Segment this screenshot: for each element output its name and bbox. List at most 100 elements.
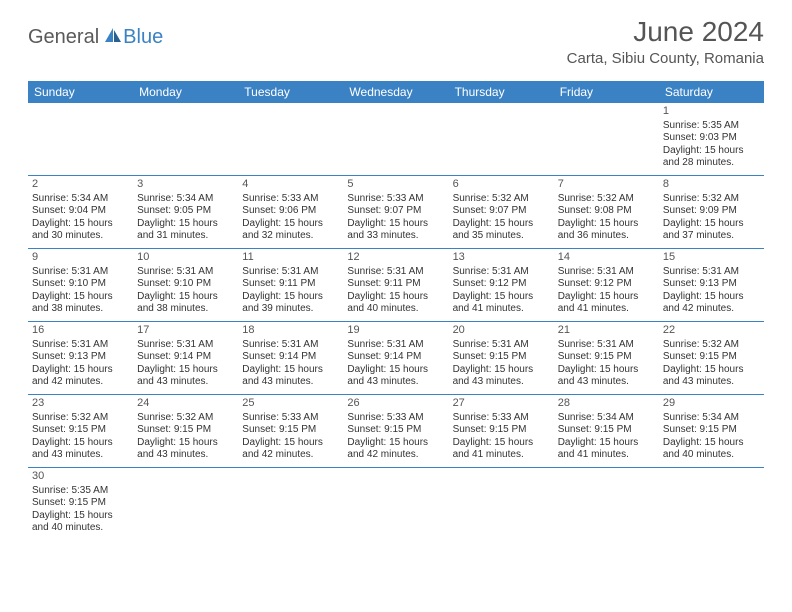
day-number: 29 bbox=[663, 397, 760, 411]
daylight-text: and 43 minutes. bbox=[453, 376, 550, 389]
daylight-text: and 37 minutes. bbox=[663, 230, 760, 243]
daylight-text: and 42 minutes. bbox=[347, 449, 444, 462]
day-number: 15 bbox=[663, 251, 760, 265]
sunset-text: Sunset: 9:15 PM bbox=[137, 424, 234, 437]
daylight-text: Daylight: 15 hours bbox=[558, 437, 655, 450]
day-header-saturday: Saturday bbox=[659, 81, 764, 103]
sunrise-text: Sunrise: 5:33 AM bbox=[242, 412, 339, 425]
sunset-text: Sunset: 9:14 PM bbox=[242, 351, 339, 364]
daylight-text: Daylight: 15 hours bbox=[663, 437, 760, 450]
day-header-wednesday: Wednesday bbox=[343, 81, 448, 103]
day-cell-13: 13Sunrise: 5:31 AMSunset: 9:12 PMDayligh… bbox=[449, 249, 554, 321]
day-cell-21: 21Sunrise: 5:31 AMSunset: 9:15 PMDayligh… bbox=[554, 322, 659, 394]
daylight-text: Daylight: 15 hours bbox=[32, 364, 129, 377]
daylight-text: Daylight: 15 hours bbox=[32, 218, 129, 231]
logo-sail-icon bbox=[103, 26, 123, 49]
day-number: 22 bbox=[663, 324, 760, 338]
daylight-text: and 38 minutes. bbox=[137, 303, 234, 316]
daylight-text: Daylight: 15 hours bbox=[137, 291, 234, 304]
day-cell-3: 3Sunrise: 5:34 AMSunset: 9:05 PMDaylight… bbox=[133, 176, 238, 248]
daylight-text: Daylight: 15 hours bbox=[453, 437, 550, 450]
daylight-text: Daylight: 15 hours bbox=[32, 437, 129, 450]
daylight-text: Daylight: 15 hours bbox=[663, 291, 760, 304]
sunset-text: Sunset: 9:15 PM bbox=[32, 497, 129, 510]
daylight-text: and 36 minutes. bbox=[558, 230, 655, 243]
sunset-text: Sunset: 9:05 PM bbox=[137, 205, 234, 218]
sunrise-text: Sunrise: 5:31 AM bbox=[242, 339, 339, 352]
daylight-text: Daylight: 15 hours bbox=[558, 218, 655, 231]
sunrise-text: Sunrise: 5:31 AM bbox=[558, 266, 655, 279]
empty-cell bbox=[133, 103, 238, 175]
day-number: 13 bbox=[453, 251, 550, 265]
daylight-text: Daylight: 15 hours bbox=[137, 218, 234, 231]
day-header-row: SundayMondayTuesdayWednesdayThursdayFrid… bbox=[28, 81, 764, 103]
sunset-text: Sunset: 9:15 PM bbox=[663, 424, 760, 437]
empty-cell bbox=[449, 468, 554, 540]
daylight-text: and 39 minutes. bbox=[242, 303, 339, 316]
daylight-text: Daylight: 15 hours bbox=[32, 291, 129, 304]
day-cell-29: 29Sunrise: 5:34 AMSunset: 9:15 PMDayligh… bbox=[659, 395, 764, 467]
day-cell-14: 14Sunrise: 5:31 AMSunset: 9:12 PMDayligh… bbox=[554, 249, 659, 321]
day-cell-2: 2Sunrise: 5:34 AMSunset: 9:04 PMDaylight… bbox=[28, 176, 133, 248]
day-cell-24: 24Sunrise: 5:32 AMSunset: 9:15 PMDayligh… bbox=[133, 395, 238, 467]
sunrise-text: Sunrise: 5:34 AM bbox=[137, 193, 234, 206]
day-cell-8: 8Sunrise: 5:32 AMSunset: 9:09 PMDaylight… bbox=[659, 176, 764, 248]
day-number: 4 bbox=[242, 178, 339, 192]
sunset-text: Sunset: 9:04 PM bbox=[32, 205, 129, 218]
day-header-thursday: Thursday bbox=[449, 81, 554, 103]
sunset-text: Sunset: 9:10 PM bbox=[32, 278, 129, 291]
sunrise-text: Sunrise: 5:32 AM bbox=[558, 193, 655, 206]
day-cell-4: 4Sunrise: 5:33 AMSunset: 9:06 PMDaylight… bbox=[238, 176, 343, 248]
day-number: 18 bbox=[242, 324, 339, 338]
daylight-text: and 43 minutes. bbox=[32, 449, 129, 462]
day-cell-23: 23Sunrise: 5:32 AMSunset: 9:15 PMDayligh… bbox=[28, 395, 133, 467]
sunset-text: Sunset: 9:06 PM bbox=[242, 205, 339, 218]
sunrise-text: Sunrise: 5:32 AM bbox=[663, 193, 760, 206]
logo: General Blue bbox=[28, 16, 163, 49]
sunrise-text: Sunrise: 5:31 AM bbox=[453, 266, 550, 279]
day-cell-30: 30Sunrise: 5:35 AMSunset: 9:15 PMDayligh… bbox=[28, 468, 133, 540]
day-number: 2 bbox=[32, 178, 129, 192]
sunrise-text: Sunrise: 5:31 AM bbox=[137, 339, 234, 352]
week-row: 9Sunrise: 5:31 AMSunset: 9:10 PMDaylight… bbox=[28, 249, 764, 322]
day-cell-16: 16Sunrise: 5:31 AMSunset: 9:13 PMDayligh… bbox=[28, 322, 133, 394]
daylight-text: and 43 minutes. bbox=[242, 376, 339, 389]
daylight-text: Daylight: 15 hours bbox=[453, 364, 550, 377]
empty-cell bbox=[659, 468, 764, 540]
day-number: 25 bbox=[242, 397, 339, 411]
day-cell-9: 9Sunrise: 5:31 AMSunset: 9:10 PMDaylight… bbox=[28, 249, 133, 321]
daylight-text: and 43 minutes. bbox=[347, 376, 444, 389]
day-cell-15: 15Sunrise: 5:31 AMSunset: 9:13 PMDayligh… bbox=[659, 249, 764, 321]
daylight-text: and 30 minutes. bbox=[32, 230, 129, 243]
day-header-friday: Friday bbox=[554, 81, 659, 103]
empty-cell bbox=[343, 468, 448, 540]
sunrise-text: Sunrise: 5:33 AM bbox=[347, 412, 444, 425]
daylight-text: and 43 minutes. bbox=[663, 376, 760, 389]
day-cell-22: 22Sunrise: 5:32 AMSunset: 9:15 PMDayligh… bbox=[659, 322, 764, 394]
daylight-text: and 28 minutes. bbox=[663, 157, 760, 170]
calendar-grid: SundayMondayTuesdayWednesdayThursdayFrid… bbox=[28, 81, 764, 540]
week-row: 23Sunrise: 5:32 AMSunset: 9:15 PMDayligh… bbox=[28, 395, 764, 468]
sunset-text: Sunset: 9:09 PM bbox=[663, 205, 760, 218]
empty-cell bbox=[28, 103, 133, 175]
sunset-text: Sunset: 9:12 PM bbox=[558, 278, 655, 291]
sunrise-text: Sunrise: 5:31 AM bbox=[453, 339, 550, 352]
daylight-text: and 35 minutes. bbox=[453, 230, 550, 243]
daylight-text: and 38 minutes. bbox=[32, 303, 129, 316]
sunset-text: Sunset: 9:11 PM bbox=[347, 278, 444, 291]
empty-cell bbox=[133, 468, 238, 540]
day-number: 19 bbox=[347, 324, 444, 338]
daylight-text: and 43 minutes. bbox=[137, 376, 234, 389]
daylight-text: Daylight: 15 hours bbox=[347, 437, 444, 450]
sunset-text: Sunset: 9:07 PM bbox=[347, 205, 444, 218]
week-row: 16Sunrise: 5:31 AMSunset: 9:13 PMDayligh… bbox=[28, 322, 764, 395]
daylight-text: and 43 minutes. bbox=[137, 449, 234, 462]
daylight-text: Daylight: 15 hours bbox=[558, 291, 655, 304]
location-subtitle: Carta, Sibiu County, Romania bbox=[567, 50, 764, 67]
sunrise-text: Sunrise: 5:32 AM bbox=[32, 412, 129, 425]
day-number: 7 bbox=[558, 178, 655, 192]
daylight-text: Daylight: 15 hours bbox=[347, 291, 444, 304]
sunset-text: Sunset: 9:15 PM bbox=[453, 351, 550, 364]
sunrise-text: Sunrise: 5:33 AM bbox=[453, 412, 550, 425]
daylight-text: Daylight: 15 hours bbox=[242, 364, 339, 377]
